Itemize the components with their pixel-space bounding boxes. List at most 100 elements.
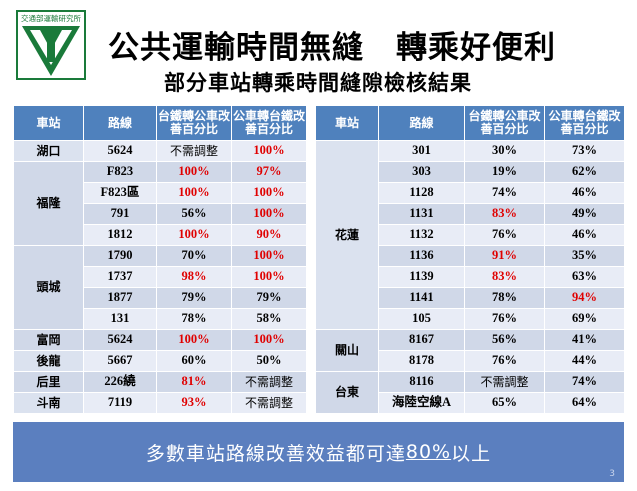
route-cell: 8116 [378,371,465,393]
table-row: 福隆 F823 100% 97% [13,161,307,246]
route-cell: 105 [378,308,465,330]
table-row: 131 78% 58% [14,308,307,330]
route-cell: 5624 [83,329,157,351]
table-row: 富岡 5624 100% 100% [13,329,307,351]
route-cell: 1128 [378,182,465,204]
station-cell: 花蓮 [315,140,379,330]
bus-to-rail-cell: 100% [231,329,307,351]
header-route: 路線 [83,105,157,141]
header-station: 車站 [13,105,84,141]
bus-to-rail-cell: 46% [544,224,625,246]
route-cell: 1812 [83,224,157,246]
route-cell: 1141 [378,287,465,309]
route-cell: 5624 [83,140,157,162]
bus-to-rail-cell: 100% [231,203,307,225]
route-cell: 791 [83,203,157,225]
logo-icon: 交通部運輸研究所 [16,10,86,80]
station-cell: 後龍 [13,350,84,372]
rail-to-bus-cell: 不需調整 [156,140,232,162]
table-row: 台東 8116 不需調整 74% [315,371,625,414]
header-route: 路線 [378,105,465,141]
page-number: 3 [609,469,615,479]
rail-to-bus-cell: 81% [156,371,232,393]
left-results-table: 車站 路線 台鐵轉公車改善百分比 公車轉台鐵改善百分比 湖口 5624 不需調整 10… [13,105,307,414]
table-row: 關山 8167 56% 41% [315,329,625,372]
table-row: 花蓮 301 30% 73% [315,140,625,330]
bus-to-rail-cell: 35% [544,245,625,267]
table-row: 8178 76% 44% [316,350,625,372]
bus-to-rail-cell: 79% [231,287,307,309]
bus-to-rail-cell: 不需調整 [231,371,307,393]
route-cell: 1737 [83,266,157,288]
station-cell: 湖口 [13,140,84,162]
table-row: 303 19% 62% [316,161,625,183]
table-row: 斗南 7119 93% 不需調整 [13,392,307,414]
route-cell: 8167 [378,329,465,351]
rail-to-bus-cell: 56% [156,203,232,225]
table-row: 1139 83% 63% [316,266,625,288]
bus-to-rail-cell: 63% [544,266,625,288]
svg-text:交通部運輸研究所: 交通部運輸研究所 [21,13,81,23]
table-row: 1136 91% 35% [316,245,625,267]
table-row: 105 76% 69% [316,308,625,330]
rail-to-bus-cell: 91% [464,245,545,267]
rail-to-bus-cell: 60% [156,350,232,372]
rail-to-bus-cell: 100% [156,224,232,246]
table-row: 海陸空線A 65% 64% [316,392,625,414]
route-cell: 303 [378,161,465,183]
page-subtitle: 部分車站轉乘時間縫隙檢核結果 [164,71,472,95]
summary-banner: 多數車站路線改善效益都可達 80% 以上 [13,422,624,482]
rail-to-bus-cell: 74% [464,182,545,204]
table-row: 后里 226繞 81% 不需調整 [13,371,307,393]
header-bus-to-rail: 公車轉台鐵改善百分比 [544,105,625,141]
table-row: 1132 76% 46% [316,224,625,246]
bus-to-rail-cell: 49% [544,203,625,225]
banner-text-before: 多數車站路線改善效益都可達 [145,442,406,465]
rail-to-bus-cell: 76% [464,308,545,330]
route-cell: 5667 [83,350,157,372]
bus-to-rail-cell: 58% [231,308,307,330]
banner-highlight: 80% [405,441,452,463]
rail-to-bus-cell: 76% [464,224,545,246]
station-cell: 斗南 [13,392,84,414]
rail-to-bus-cell: 83% [464,266,545,288]
table-row: 1128 74% 46% [316,182,625,204]
table-row: 頭城 1790 70% 100% [13,245,307,330]
route-cell: 7119 [83,392,157,414]
station-cell: 頭城 [13,245,84,330]
bus-to-rail-cell: 100% [231,182,307,204]
table-row: 1812 100% 90% [14,224,307,246]
bus-to-rail-cell: 46% [544,182,625,204]
table-row: 1877 79% 79% [14,287,307,309]
bus-to-rail-cell: 100% [231,245,307,267]
rail-to-bus-cell: 78% [156,308,232,330]
route-cell: 海陸空線A [378,392,465,414]
station-cell: 福隆 [13,161,84,246]
bus-to-rail-cell: 50% [231,350,307,372]
rail-to-bus-cell: 56% [464,329,545,351]
rail-to-bus-cell: 65% [464,392,545,414]
route-cell: 8178 [378,350,465,372]
table-row: 1737 98% 100% [14,266,307,288]
table-row: 湖口 5624 不需調整 100% [13,140,307,162]
table-row: 1131 83% 49% [316,203,625,225]
route-cell: 1131 [378,203,465,225]
header-rail-to-bus: 台鐵轉公車改善百分比 [464,105,545,141]
header-station: 車站 [315,105,379,141]
bus-to-rail-cell: 100% [231,140,307,162]
route-cell: 1139 [378,266,465,288]
rail-to-bus-cell: 100% [156,182,232,204]
rail-to-bus-cell: 70% [156,245,232,267]
rail-to-bus-cell: 76% [464,350,545,372]
bus-to-rail-cell: 62% [544,161,625,183]
rail-to-bus-cell: 79% [156,287,232,309]
header-rail-to-bus: 台鐵轉公車改善百分比 [156,105,232,141]
bus-to-rail-cell: 41% [544,329,625,351]
page-title: 公共運輸時間無縫 轉乘好便利 [108,30,556,66]
bus-to-rail-cell: 94% [544,287,625,309]
bus-to-rail-cell: 69% [544,308,625,330]
rail-to-bus-cell: 100% [156,329,232,351]
route-cell: 1132 [378,224,465,246]
table-row: 1141 78% 94% [316,287,625,309]
rail-to-bus-cell: 83% [464,203,545,225]
